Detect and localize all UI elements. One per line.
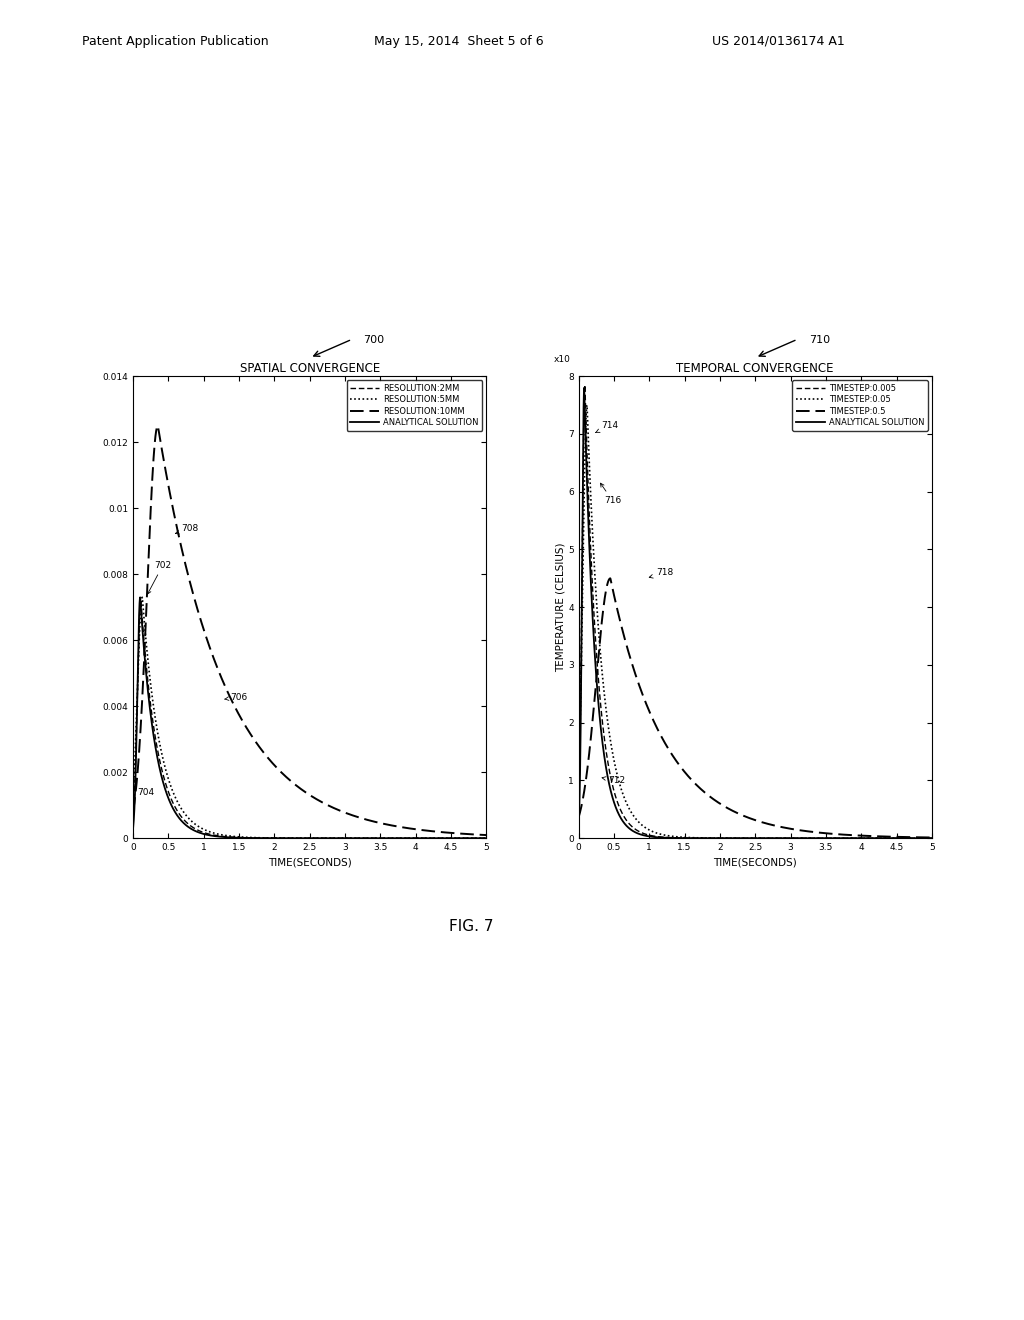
- Legend: TIMESTEP:0.005, TIMESTEP:0.05, TIMESTEP:0.5, ANALYTICAL SOLUTION: TIMESTEP:0.005, TIMESTEP:0.05, TIMESTEP:…: [793, 380, 928, 430]
- Text: 700: 700: [364, 335, 385, 346]
- Text: 708: 708: [175, 524, 199, 535]
- Text: 704: 704: [137, 788, 155, 797]
- Text: Patent Application Publication: Patent Application Publication: [82, 34, 268, 48]
- X-axis label: TIME(SECONDS): TIME(SECONDS): [268, 858, 351, 867]
- Text: 712: 712: [602, 776, 626, 785]
- Text: 718: 718: [649, 569, 674, 578]
- Title: TEMPORAL CONVERGENCE: TEMPORAL CONVERGENCE: [677, 362, 834, 375]
- Text: 702: 702: [147, 561, 171, 594]
- Text: US 2014/0136174 A1: US 2014/0136174 A1: [712, 34, 845, 48]
- Text: 706: 706: [225, 693, 248, 702]
- X-axis label: TIME(SECONDS): TIME(SECONDS): [714, 858, 797, 867]
- Text: May 15, 2014  Sheet 5 of 6: May 15, 2014 Sheet 5 of 6: [374, 34, 544, 48]
- Legend: RESOLUTION:2MM, RESOLUTION:5MM, RESOLUTION:10MM, ANALYTICAL SOLUTION: RESOLUTION:2MM, RESOLUTION:5MM, RESOLUTI…: [347, 380, 482, 430]
- Text: FIG. 7: FIG. 7: [449, 919, 494, 933]
- Text: 714: 714: [596, 421, 618, 433]
- Title: SPATIAL CONVERGENCE: SPATIAL CONVERGENCE: [240, 362, 380, 375]
- Text: 716: 716: [600, 483, 622, 506]
- Y-axis label: TEMPERATURE (CELSIUS): TEMPERATURE (CELSIUS): [555, 543, 565, 672]
- Text: 710: 710: [809, 335, 830, 346]
- Text: x10: x10: [554, 355, 570, 364]
